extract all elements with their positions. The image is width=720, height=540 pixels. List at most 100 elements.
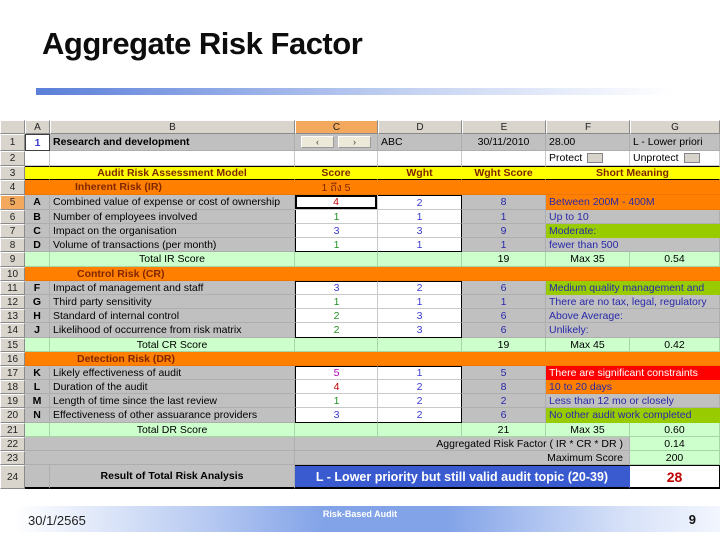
cell[interactable]: 2 — [295, 309, 378, 323]
cell[interactable]: 3 — [295, 408, 378, 423]
cell: Detection Risk (DR) — [25, 352, 720, 366]
row-header-15: 15 — [0, 338, 25, 352]
cell: Volume of transactions (per month) — [50, 238, 295, 252]
spin-next-button[interactable]: › — [338, 136, 371, 148]
row-header-18: 18 — [0, 380, 25, 394]
cell: Short Meaning — [546, 166, 720, 180]
row-header-9: 9 — [0, 252, 25, 267]
column-header-G: G — [630, 120, 720, 134]
cell: 200 — [630, 451, 720, 465]
cell[interactable]: 5 — [295, 366, 378, 380]
cell: Unlikely: — [546, 323, 720, 338]
cell: ‹ › — [295, 134, 378, 151]
spin-prev-button[interactable]: ‹ — [301, 136, 334, 148]
cell: Inherent Risk (IR) — [50, 180, 295, 195]
cell: There are significant constraints — [546, 366, 720, 380]
cell — [25, 180, 50, 195]
row-header-23: 23 — [0, 451, 25, 465]
cell: Combined value of expense or cost of own… — [50, 195, 295, 210]
column-header-C: C — [295, 120, 378, 134]
cell: 0.42 — [630, 338, 720, 352]
cell: Standard of internal control — [50, 309, 295, 323]
column-header-F: F — [546, 120, 630, 134]
row-header-20: 20 — [0, 408, 25, 423]
cell[interactable]: 4 — [295, 195, 378, 210]
unprotect-button[interactable] — [683, 153, 700, 163]
cell: Moderate: — [546, 224, 720, 238]
row-header-21: 21 — [0, 423, 25, 437]
cell[interactable]: 2 — [378, 281, 462, 295]
cell: 30/11/2010 — [462, 134, 546, 151]
cell[interactable]: 1 — [378, 295, 462, 309]
cell[interactable]: 3 — [295, 281, 378, 295]
cell: D — [25, 238, 50, 252]
cell: Protect — [546, 151, 630, 166]
row-header-11: 11 — [0, 281, 25, 295]
cell: Research and development — [50, 134, 295, 151]
footer-center-label: Risk-Based Audit — [322, 509, 398, 519]
footer-date: 30/1/2565 — [28, 513, 86, 528]
column-header-A: A — [25, 120, 50, 134]
cell: Third party sensitivity — [50, 295, 295, 309]
cell: Aggregated Risk Factor ( IR * CR * DR ) — [295, 437, 630, 451]
cell — [295, 338, 378, 352]
cell[interactable]: 1 — [378, 238, 462, 252]
cell[interactable]: 2 — [378, 394, 462, 408]
cell — [25, 451, 295, 465]
cell: Duration of the audit — [50, 380, 295, 394]
cell: Length of time since the last review — [50, 394, 295, 408]
cell — [25, 437, 295, 451]
cell — [378, 151, 462, 166]
cell[interactable]: 1 — [295, 295, 378, 309]
cell[interactable]: 3 — [378, 224, 462, 238]
cell — [25, 166, 50, 180]
protect-button[interactable] — [587, 153, 604, 163]
cell[interactable]: 4 — [295, 380, 378, 394]
cell[interactable]: 3 — [295, 224, 378, 238]
cell[interactable]: 2 — [378, 195, 462, 210]
cell: 8 — [462, 380, 546, 394]
cell[interactable]: 2 — [295, 323, 378, 338]
cell: Unprotect — [630, 151, 720, 166]
cell: Above Average: — [546, 309, 720, 323]
cell: L - Lower priori — [630, 134, 720, 151]
cell: N — [25, 408, 50, 423]
cell: Number of employees involved — [50, 210, 295, 224]
cell[interactable]: 2 — [378, 380, 462, 394]
row-header-7: 7 — [0, 224, 25, 238]
cell[interactable]: 2 — [378, 408, 462, 423]
cell[interactable]: 3 — [378, 309, 462, 323]
cell — [295, 151, 378, 166]
cell[interactable]: 3 — [378, 323, 462, 338]
cell — [50, 151, 295, 166]
row-header-5: 5 — [0, 195, 25, 210]
cell: 0.14 — [630, 437, 720, 451]
cell: L - Lower priority but still valid audit… — [295, 465, 630, 489]
cell: 1 — [462, 210, 546, 224]
cell[interactable]: 1 — [378, 210, 462, 224]
cell: 2 — [462, 394, 546, 408]
cell: 1 ถึง 5 — [295, 180, 378, 195]
cell: Total CR Score — [50, 338, 295, 352]
cell[interactable]: 1 — [295, 210, 378, 224]
cell[interactable]: 1 — [295, 238, 378, 252]
cell — [378, 180, 720, 195]
cell: G — [25, 295, 50, 309]
row-header-4: 4 — [0, 180, 25, 195]
cell: 8 — [462, 195, 546, 210]
cell[interactable]: 1 — [378, 366, 462, 380]
cell: Between 200M - 400M — [546, 195, 720, 210]
cell: 6 — [462, 408, 546, 423]
row-header-22: 22 — [0, 437, 25, 451]
cell: Impact of management and staff — [50, 281, 295, 295]
cell — [295, 423, 378, 437]
cell: 0.60 — [630, 423, 720, 437]
cell[interactable]: 1 — [295, 394, 378, 408]
column-header-D: D — [378, 120, 462, 134]
row-header-14: 14 — [0, 323, 25, 338]
cell: 28.00 — [546, 134, 630, 151]
cell: H — [25, 309, 50, 323]
cell: M — [25, 394, 50, 408]
cell: 0.54 — [630, 252, 720, 267]
cell: Wght Score — [462, 166, 546, 180]
